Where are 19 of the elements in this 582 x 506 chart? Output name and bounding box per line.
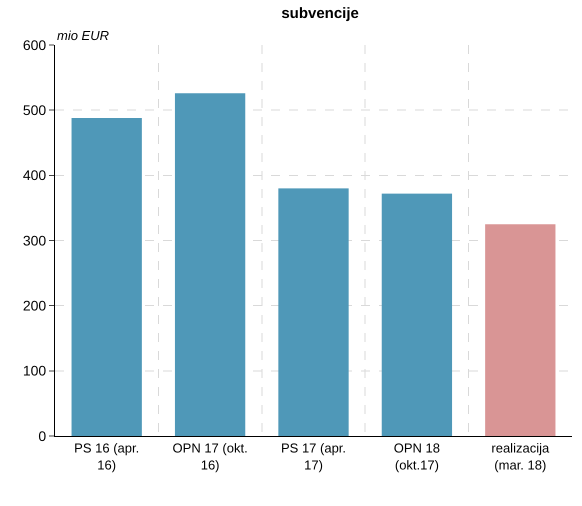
bar	[382, 194, 452, 436]
y-tick-label: 300	[22, 232, 46, 248]
y-tick-label: 0	[38, 428, 46, 444]
y-tick-label: 400	[22, 167, 46, 184]
bar	[485, 224, 556, 436]
chart-title: subvencije	[281, 5, 359, 22]
bar	[278, 188, 349, 436]
bar	[174, 93, 246, 436]
text: mio EUR	[57, 28, 110, 43]
bar	[72, 118, 142, 436]
y-tick-label: 200	[22, 298, 46, 314]
x-tick-label: OPN 17 (okt. 16)	[172, 440, 248, 472]
x-tick-label: PS 17 (apr. 17)	[280, 440, 346, 472]
y-tick-label: 100	[22, 362, 46, 379]
x-tick-label: PS 16 (apr. 16)	[74, 440, 140, 472]
x-tick-label: OPN 18 (okt.17)	[394, 440, 440, 472]
x-tick-label: realizacija (mar. 18)	[491, 440, 550, 472]
y-tick-label: 500	[22, 102, 46, 118]
y-tick-label: 600	[22, 36, 46, 53]
